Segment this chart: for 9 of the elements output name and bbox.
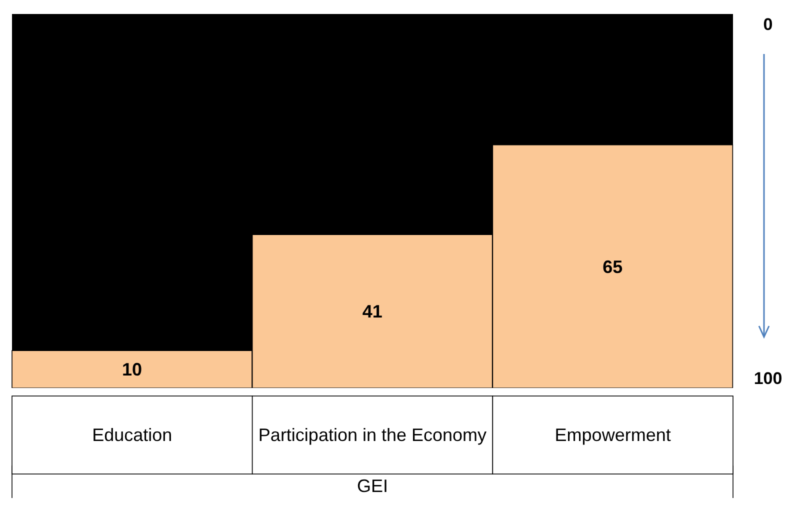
x-tick-label: Participation in the Economy <box>257 424 488 447</box>
data-label: 41 <box>362 302 382 322</box>
x-tick-label: Education <box>91 424 174 447</box>
data-label: 10 <box>122 360 142 380</box>
text: 0 <box>763 15 773 34</box>
x-tick-label: Empowerment <box>554 424 672 447</box>
data-label: 65 <box>602 256 623 277</box>
text: 100 <box>754 369 782 388</box>
x-axis-title: GEI <box>356 476 388 496</box>
